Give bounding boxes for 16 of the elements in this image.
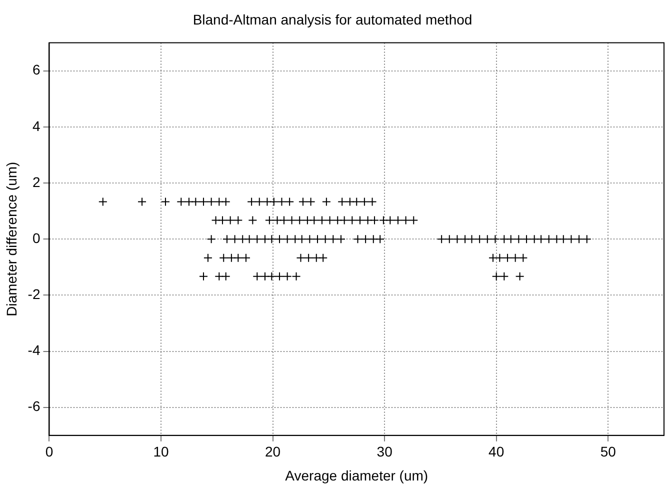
x-tick-label: 30 (376, 444, 393, 460)
x-tick-label: 40 (488, 444, 504, 460)
x-tick-label: 10 (153, 444, 170, 460)
y-tick-label: -2 (28, 286, 40, 302)
y-tick-label: 4 (32, 118, 40, 134)
y-axis-title: Diameter difference (um) (3, 162, 20, 316)
y-tick-label: 2 (32, 174, 40, 190)
y-tick-label: -4 (28, 342, 40, 358)
y-tick-label: -6 (28, 398, 40, 414)
x-tick-label: 0 (45, 444, 54, 460)
chart-title: Bland-Altman analysis for automated method (192, 11, 472, 28)
x-tick-label: 20 (265, 444, 281, 460)
x-axis-title: Average diameter (um) (285, 467, 428, 484)
y-tick-label: 6 (32, 62, 40, 78)
y-tick-label: 0 (32, 230, 40, 246)
x-tick-label: 50 (600, 444, 616, 460)
